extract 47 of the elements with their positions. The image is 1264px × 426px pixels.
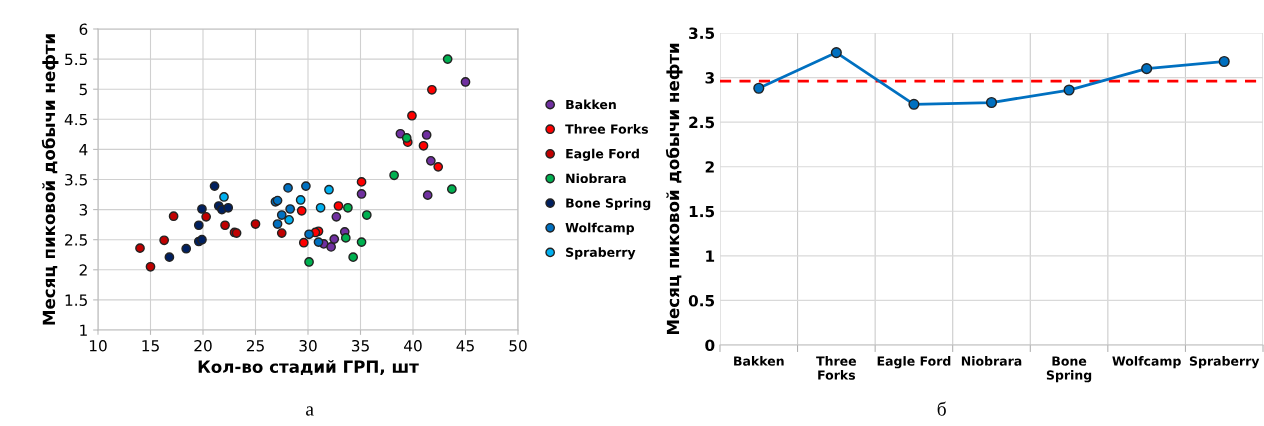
- legend-label: Three Forks: [565, 124, 648, 134]
- y-tick-label: 3: [79, 204, 88, 216]
- y-tick-label: 2.5: [689, 116, 715, 129]
- legend-label: Bakken: [566, 99, 616, 110]
- x-tick-label: Spraberry: [1189, 356, 1260, 369]
- x-tick-label: Bone Spring: [1046, 356, 1092, 383]
- x-tick-label: 50: [509, 339, 527, 352]
- y-tick-label: 2: [79, 264, 87, 276]
- legend-label: Eagle Ford: [566, 148, 639, 161]
- text: а: [306, 406, 314, 416]
- y-tick-label: 3: [705, 72, 714, 84]
- y-tick-label: 1.5: [65, 294, 87, 306]
- y-tick-label: 4.5: [64, 113, 87, 126]
- x-tick-label: 10: [89, 339, 107, 352]
- y-tick-label: 4: [79, 144, 88, 156]
- x-tick-label: 30: [299, 339, 317, 352]
- y-tick-label: 3.5: [65, 173, 87, 186]
- y-tick-label: 0.5: [688, 294, 715, 307]
- x-tick-label: 35: [351, 339, 369, 352]
- y-tick-label: 2: [705, 161, 714, 173]
- x-tick-label: Wolfcamp: [1112, 356, 1181, 369]
- x-tick-label: 20: [194, 339, 212, 352]
- legend-label: Spraberry: [566, 247, 636, 260]
- y-tick-label: 6: [79, 23, 88, 36]
- y-tick-label: 1: [706, 250, 715, 262]
- y-tick-label: 1: [80, 324, 87, 336]
- x-tick-label: Niobrara: [961, 356, 1022, 366]
- y-axis-title: Месяц пиковой добычи нефти: [41, 34, 59, 325]
- y-tick-label: 3.5: [689, 27, 715, 40]
- x-tick-label: Three Forks: [816, 356, 857, 380]
- x-tick-label: 25: [246, 339, 264, 352]
- y-tick-label: 5.5: [65, 53, 87, 66]
- legend-label: Bone Spring: [566, 198, 651, 211]
- y-axis-title: Месяц пиковой добычи нефти: [665, 43, 683, 335]
- text: б: [937, 401, 946, 416]
- x-tick-label: 15: [142, 340, 159, 352]
- x-tick-label: Eagle Ford: [877, 356, 951, 369]
- legend-label: Wolfcamp: [565, 222, 635, 235]
- x-tick-label: 40: [404, 339, 422, 352]
- x-axis-title: Кол-во стадий ГРП, шт: [198, 359, 419, 376]
- x-tick-label: 45: [456, 340, 474, 352]
- y-tick-label: 0: [705, 339, 715, 352]
- y-tick-label: 2.5: [65, 234, 87, 246]
- y-tick-label: 5: [79, 83, 87, 96]
- y-tick-label: 1.5: [689, 205, 715, 218]
- legend-label: Niobrara: [566, 173, 626, 184]
- x-tick-label: Bakken: [734, 356, 784, 366]
